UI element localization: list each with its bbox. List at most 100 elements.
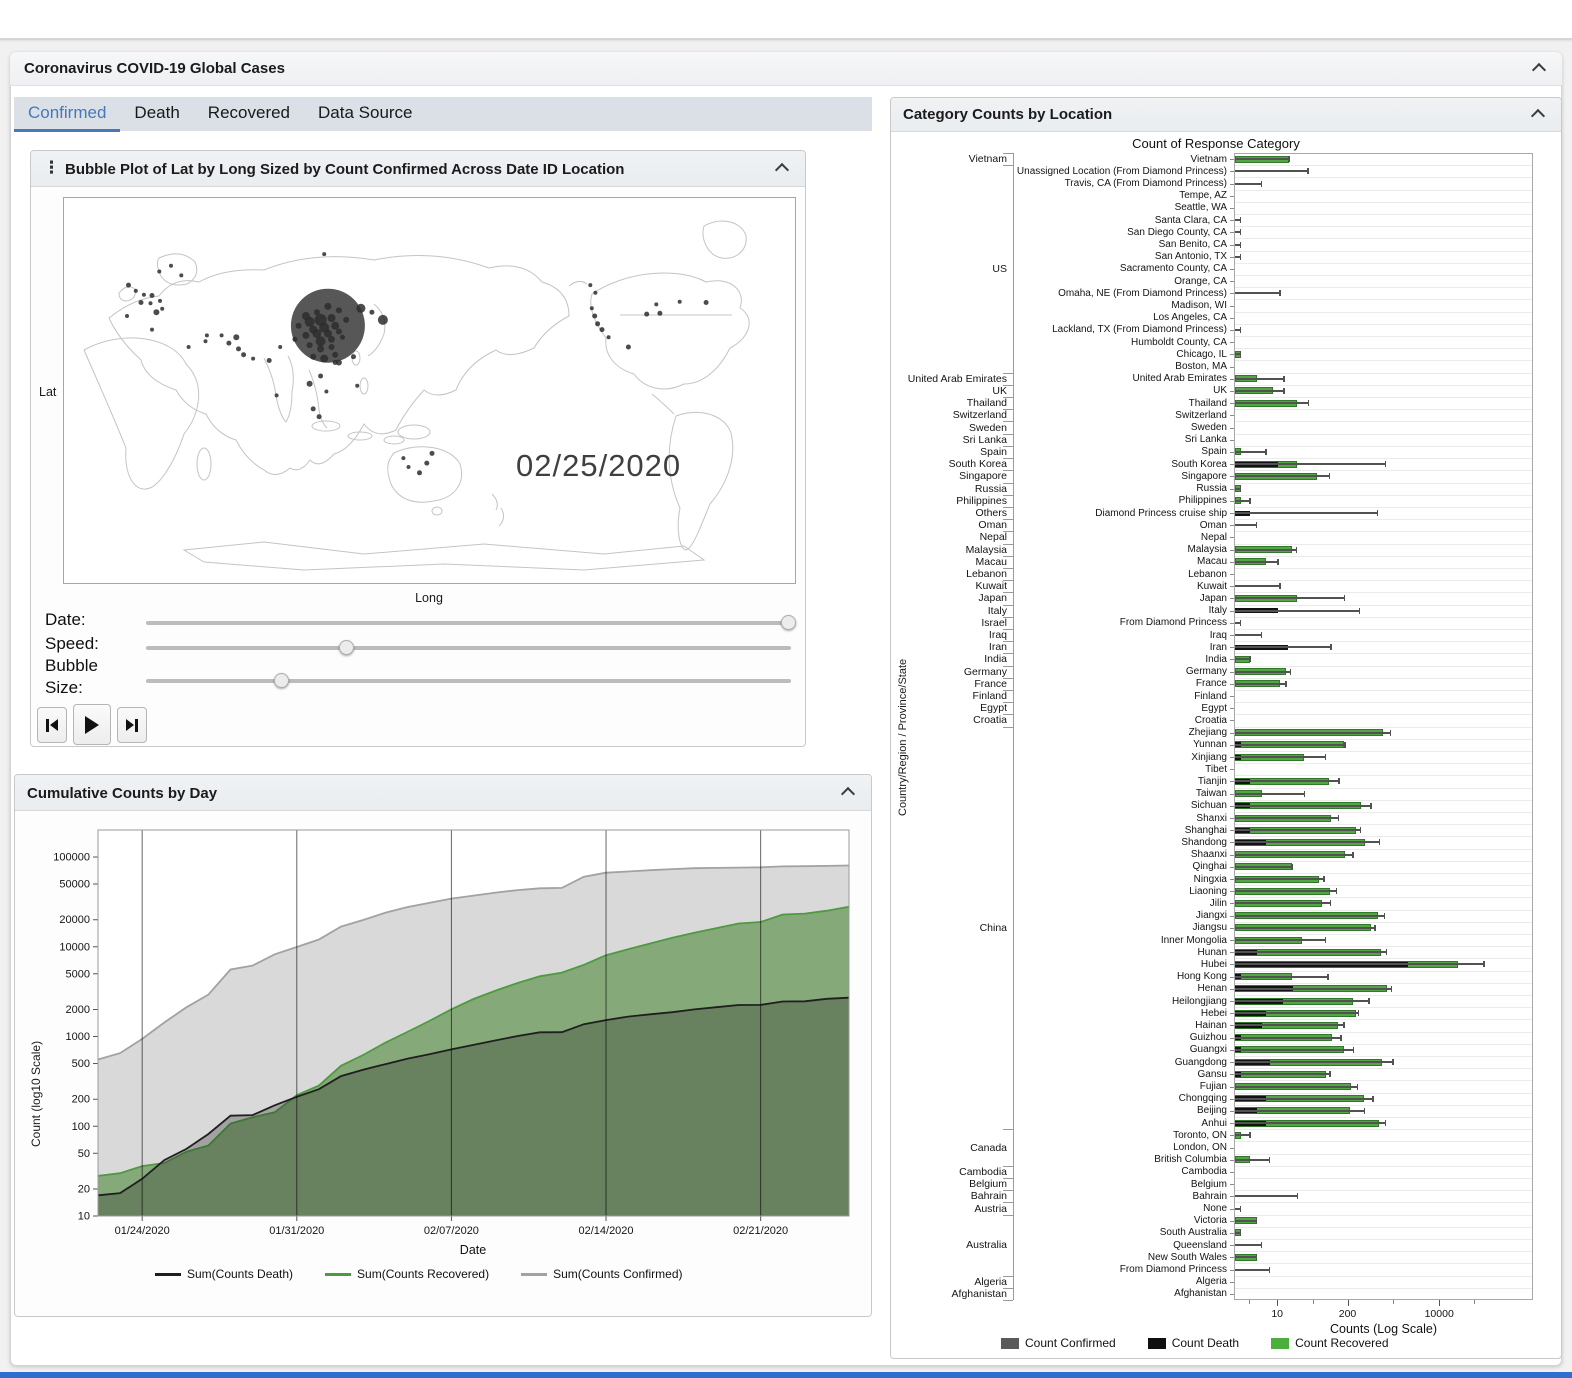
bar-confirmed [1235,548,1297,551]
bar-confirmed [1235,878,1325,880]
tab-confirmed[interactable]: Confirmed [14,98,121,132]
row-gridline [1235,421,1532,423]
group-divider [1003,543,1013,545]
date-slider[interactable] [146,615,796,630]
row-gridline [1235,1287,1532,1289]
bubble [310,353,317,360]
bar-confirmed-cap [1260,632,1263,638]
row-label: Finland [1194,690,1227,702]
category-title: Category Counts by Location [903,106,1113,123]
bubble [203,339,208,344]
bar-confirmed-cap [1328,473,1331,480]
bar-confirmed-cap [1372,1095,1374,1102]
world-map: 02/25/2020 [63,197,796,584]
top-bar [0,0,1572,40]
bubble [625,344,631,350]
x-major-tick [1347,1300,1349,1306]
group-label: France [974,677,1007,690]
bar-confirmed-cap [1279,290,1281,297]
bubble-size-slider[interactable] [146,673,791,688]
row-label: UK [1213,385,1227,397]
group-divider [1003,567,1013,569]
row-label: Chongqing [1178,1093,1227,1105]
row-label: San Antonio, TX [1154,251,1227,263]
speed-slider[interactable] [146,640,791,655]
date-slider-thumb[interactable] [780,615,796,630]
row-tick [1230,1184,1234,1186]
group-label: Algeria [974,1275,1007,1288]
group-divider [1003,1129,1013,1131]
bubble-size-slider-thumb[interactable] [274,673,290,688]
bubble [322,252,327,257]
bar-confirmed-cap [1255,1254,1258,1261]
bar-confirmed-cap [1279,583,1281,590]
row-label: Heilongjiang [1171,995,1227,1007]
group-divider [1003,628,1013,630]
row-tick [1230,842,1234,844]
bar-confirmed [1235,926,1376,929]
group-label: Cambodia [959,1165,1007,1178]
row-gridline [1235,275,1532,276]
group-divider [1003,580,1013,582]
bar-confirmed-cap [1327,973,1329,980]
row-tick [1230,366,1234,368]
group-divider [1003,482,1013,484]
bar-confirmed-cap [1307,400,1310,407]
row-label: Singapore [1181,470,1227,482]
row-gridline [1235,397,1532,398]
row-tick [1230,1196,1234,1198]
row-label: France [1195,678,1227,690]
tab-recovered[interactable]: Recovered [207,103,291,122]
row-label: Travis, CA (From Diamond Princess) [1064,178,1227,189]
row-label: Ningxia [1193,873,1227,885]
line-Sum(Counts Recovered) [97,905,850,1177]
map-x-axis-label: Long [415,591,443,605]
step-forward-button[interactable] [117,707,147,743]
bar-confirmed-cap [1363,1107,1366,1114]
bubble [233,334,240,341]
row-tick [1230,1135,1234,1137]
legend-label: Count Confirmed [1025,1336,1116,1350]
play-button[interactable] [73,704,111,745]
group-label: Finland [972,690,1007,702]
row-gridline [1235,360,1532,362]
bubble [401,456,406,461]
kebab-menu-icon[interactable]: ⋮ [43,158,60,177]
tab-death[interactable]: Death [134,103,180,122]
row-tick [1230,927,1234,929]
tab-data-source[interactable]: Data Source [318,103,413,122]
bubble [306,380,313,387]
row-label: Gansu [1197,1068,1227,1080]
group-label: Kuwait [975,580,1007,593]
row-tick [1230,390,1234,392]
row-gridline [1235,1129,1532,1131]
row-gridline [1235,872,1532,874]
row-gridline [1235,189,1532,191]
x-minor-tick [1249,1300,1250,1304]
row-gridline [1235,567,1532,569]
bubble [150,327,154,332]
plot-frame [97,829,850,1217]
bubble-plot-panel: ⋮ Bubble Plot of Lat by Long Sized by Co… [30,150,806,747]
group-divider [1003,458,1013,460]
step-back-button[interactable] [37,707,67,743]
bar-confirmed-cap [1291,863,1293,870]
row-label: Sichuan [1190,800,1227,812]
row-gridline [1235,531,1532,533]
step-forward-icon [126,719,135,731]
bar-confirmed [1235,634,1262,636]
group-label: Oman [978,519,1007,532]
bubble [332,351,339,358]
group-label: Sweden [969,421,1007,434]
bubble [324,389,329,394]
row-tick [1230,244,1234,246]
y-tick-label: 50000 [59,879,90,891]
bar-confirmed [1235,951,1387,954]
row-tick [1230,293,1234,295]
speed-slider-thumb[interactable] [338,640,354,655]
group-label: US [992,262,1007,275]
row-label: Hunan [1197,946,1227,958]
bar-confirmed [1235,670,1291,673]
group-divider [1003,726,1013,728]
legend-line-swatch [155,1272,181,1276]
